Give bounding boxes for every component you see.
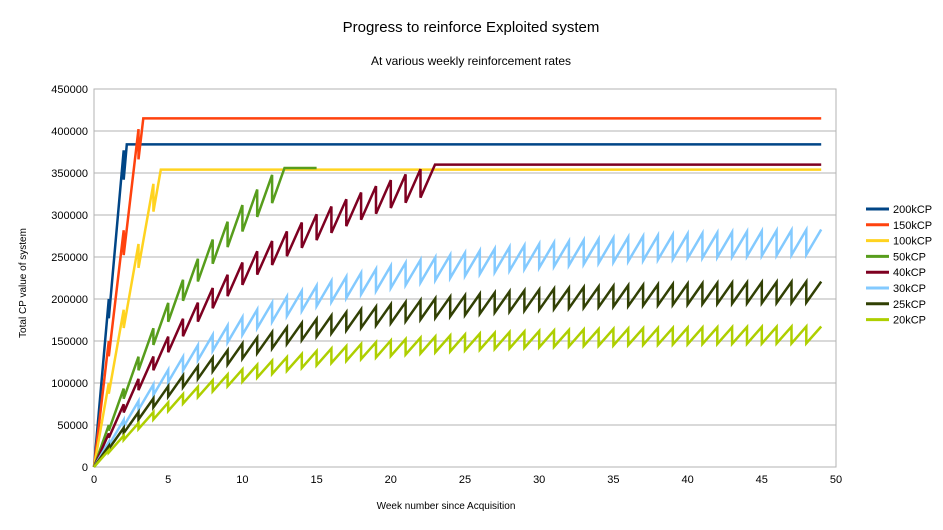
x-axis-title: Week number since Acquisition <box>377 501 516 512</box>
legend-label: 200kCP <box>893 204 932 216</box>
y-tick-label: 300000 <box>51 210 88 222</box>
y-tick-label: 350000 <box>51 168 88 180</box>
legend-label: 50kCP <box>893 251 926 263</box>
x-tick-label: 15 <box>310 474 322 486</box>
legend-label: 150kCP <box>893 220 932 232</box>
series-lines <box>92 117 823 468</box>
y-tick-label: 200000 <box>51 294 88 306</box>
legend-label: 30kCP <box>893 283 926 295</box>
y-tick-label: 50000 <box>57 420 88 432</box>
y-axis-title: Total CP value of system <box>18 228 29 338</box>
y-tick-label: 0 <box>82 462 88 474</box>
y-tick-label: 150000 <box>51 336 88 348</box>
x-tick-label: 45 <box>756 474 768 486</box>
series-line-200kCP <box>92 143 822 468</box>
x-tick-label: 50 <box>830 474 842 486</box>
series-line-25kCP <box>92 277 823 468</box>
chart-title: Progress to reinforce Exploited system <box>343 19 600 36</box>
x-tick-label: 35 <box>607 474 619 486</box>
legend-label: 100kCP <box>893 236 932 248</box>
x-tick-label: 10 <box>236 474 248 486</box>
y-tick-label: 450000 <box>51 84 88 96</box>
legend-label: 25kCP <box>893 299 926 311</box>
y-tick-label: 250000 <box>51 252 88 264</box>
series-line-20kCP <box>93 323 823 468</box>
x-tick-label: 0 <box>91 474 97 486</box>
plot-frame <box>93 88 837 468</box>
x-tick-label: 20 <box>385 474 397 486</box>
series-line-150kCP <box>92 117 822 468</box>
x-tick-labels: 0 5 10 15 20 25 30 35 40 45 50 <box>91 474 842 486</box>
series-line-40kCP <box>92 163 822 468</box>
x-tick-label: 25 <box>459 474 471 486</box>
x-tick-label: 5 <box>165 474 171 486</box>
y-tick-labels: 0 50000 100000 150000 200000 250000 300000 3500… <box>51 84 88 474</box>
legend: 200kCP 150kCP 100kCP 50kCP 40kCP 30kCP 25kCP 20… <box>866 204 932 327</box>
legend-label: 20kCP <box>893 315 926 327</box>
chart-subtitle: At various weekly reinforcement rates <box>371 54 571 68</box>
series-line-50kCP <box>92 166 317 468</box>
series-line-30kCP <box>92 225 823 468</box>
y-tick-label: 100000 <box>51 378 88 390</box>
series-line-100kCP <box>92 168 822 468</box>
y-tick-label: 400000 <box>51 126 88 138</box>
x-tick-label: 30 <box>533 474 545 486</box>
legend-label: 40kCP <box>893 267 926 279</box>
x-tick-label: 40 <box>681 474 693 486</box>
